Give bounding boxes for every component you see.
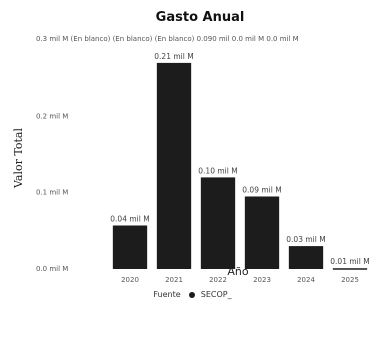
y-axis-title: Valor Total xyxy=(12,128,25,189)
legend-swatch xyxy=(189,291,196,298)
legend-item-label: SECOP_ xyxy=(200,290,232,299)
x-tick-label: 2020 xyxy=(121,276,139,284)
data-label: 0.01 mil M xyxy=(330,257,369,266)
x-tick-label: 2023 xyxy=(253,276,271,284)
bar-2023 xyxy=(244,196,280,269)
data-label: 0.21 mil M xyxy=(154,52,193,61)
bar-2024 xyxy=(288,246,324,269)
y-tick-label: 0.2 mil M xyxy=(36,112,68,120)
y-axis-ticks: 0.0 mil M 0.1 mil M 0.2 mil M xyxy=(36,112,68,273)
data-labels: 0.04 mil M 0.21 mil M 0.10 mil M 0.09 mil M… xyxy=(110,52,369,266)
data-label: 0.03 mil M xyxy=(286,235,325,244)
bar-2022 xyxy=(200,177,236,269)
bars xyxy=(112,62,368,270)
x-tick-label: 2025 xyxy=(341,276,359,284)
data-label: 0.04 mil M xyxy=(110,214,149,223)
legend-title: Fuente xyxy=(153,290,181,299)
top-tick-overflow-label: 0.3 mil M (En blanco) (En blanco) (En bl… xyxy=(36,35,299,43)
y-tick-label: 0.0 mil M xyxy=(36,265,68,273)
x-tick-label: 2024 xyxy=(297,276,315,284)
legend: Fuente SECOP_ xyxy=(0,290,385,299)
chart-title: Gasto Anual xyxy=(156,10,245,25)
x-axis-ticks: 2020 2021 2022 2023 2024 2025 xyxy=(121,276,359,284)
data-label: 0.10 mil M xyxy=(198,166,237,175)
x-axis-title: Año xyxy=(227,265,248,278)
x-tick-label: 2021 xyxy=(165,276,183,284)
bar-2025 xyxy=(332,268,368,270)
bar-2020 xyxy=(112,225,148,269)
x-tick-label: 2022 xyxy=(209,276,227,284)
data-label: 0.09 mil M xyxy=(242,185,281,194)
y-tick-label: 0.1 mil M xyxy=(36,189,68,197)
bar-2021 xyxy=(156,62,192,270)
